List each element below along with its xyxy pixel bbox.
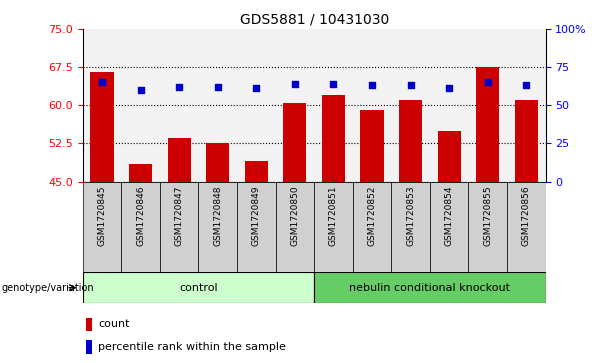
Bar	[360, 110, 384, 182]
Bar	[515, 100, 538, 182]
Bar	[206, 143, 229, 182]
Bar	[314, 29, 352, 182]
Bar	[352, 182, 391, 272]
Text: percentile rank within the sample: percentile rank within the sample	[98, 342, 286, 352]
Text: genotype/variation: genotype/variation	[2, 283, 94, 293]
Text: GSM1720847: GSM1720847	[175, 185, 184, 246]
Bar	[83, 272, 314, 303]
Text: GSM1720852: GSM1720852	[368, 185, 376, 246]
Point	[174, 84, 184, 90]
Bar	[438, 131, 461, 182]
Point	[483, 79, 493, 85]
Bar	[276, 182, 314, 272]
Bar	[199, 182, 237, 272]
Bar	[391, 182, 430, 272]
Point	[367, 82, 377, 88]
Bar	[237, 29, 276, 182]
Point	[329, 81, 338, 87]
Bar	[167, 138, 191, 182]
Point	[135, 87, 145, 93]
Point	[97, 79, 107, 85]
Text: GSM1720855: GSM1720855	[483, 185, 492, 246]
Text: control: control	[179, 283, 218, 293]
Bar	[314, 182, 352, 272]
Point	[290, 81, 300, 87]
Bar	[430, 182, 468, 272]
Bar	[322, 95, 345, 182]
Bar	[399, 100, 422, 182]
Bar	[507, 29, 546, 182]
Bar	[86, 318, 93, 331]
Bar	[91, 72, 113, 182]
Text: GSM1720853: GSM1720853	[406, 185, 415, 246]
Text: GSM1720850: GSM1720850	[291, 185, 299, 246]
Point	[213, 84, 223, 90]
Bar	[276, 29, 314, 182]
Bar	[83, 29, 121, 182]
Point	[444, 86, 454, 91]
Bar	[237, 182, 276, 272]
Point	[406, 82, 416, 88]
Text: GSM1720846: GSM1720846	[136, 185, 145, 246]
Bar	[283, 103, 306, 182]
Bar	[391, 29, 430, 182]
Bar	[352, 29, 391, 182]
Bar	[314, 272, 546, 303]
Bar	[83, 182, 121, 272]
Text: GSM1720848: GSM1720848	[213, 185, 223, 246]
Text: GSM1720849: GSM1720849	[252, 185, 261, 246]
Bar	[468, 29, 507, 182]
Bar	[199, 29, 237, 182]
Bar	[476, 67, 499, 182]
Point	[251, 86, 261, 91]
Bar	[245, 161, 268, 182]
Text: GSM1720854: GSM1720854	[444, 185, 454, 246]
Text: GSM1720845: GSM1720845	[97, 185, 107, 246]
Bar	[129, 164, 152, 182]
Bar	[160, 29, 199, 182]
Text: GSM1720851: GSM1720851	[329, 185, 338, 246]
Bar	[86, 340, 93, 354]
Bar	[160, 182, 199, 272]
Bar	[121, 29, 160, 182]
Text: nebulin conditional knockout: nebulin conditional knockout	[349, 283, 511, 293]
Bar	[121, 182, 160, 272]
Bar	[507, 182, 546, 272]
Text: GSM1720856: GSM1720856	[522, 185, 531, 246]
Text: count: count	[98, 319, 129, 330]
Bar	[430, 29, 468, 182]
Point	[522, 82, 531, 88]
Title: GDS5881 / 10431030: GDS5881 / 10431030	[240, 12, 389, 26]
Bar	[468, 182, 507, 272]
